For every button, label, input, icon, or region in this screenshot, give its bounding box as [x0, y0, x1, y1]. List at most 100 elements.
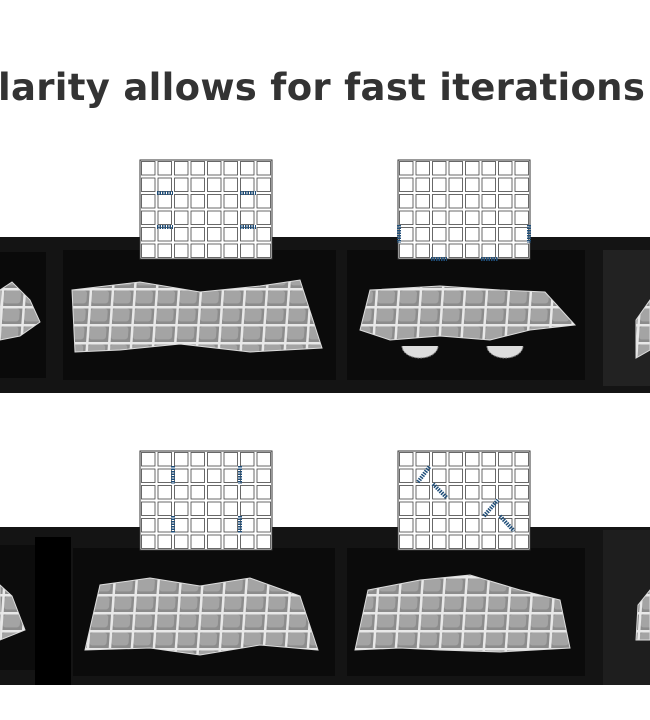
- grid-cell: [223, 485, 238, 500]
- grid-cell: [190, 194, 205, 209]
- grid-cell: [190, 452, 205, 467]
- grid-cell: [190, 534, 205, 549]
- grid-cell: [415, 518, 430, 533]
- grid-cell: [481, 194, 496, 209]
- actuator: [482, 498, 500, 518]
- grid-cell: [240, 501, 255, 516]
- grid-cell: [448, 194, 463, 209]
- actuator-gear: [486, 345, 524, 359]
- grid-cell: [141, 210, 156, 225]
- grid-cell: [415, 227, 430, 242]
- grid-cell: [448, 501, 463, 516]
- grid-cell: [432, 452, 447, 467]
- grid-cell: [174, 501, 189, 516]
- grid-cell: [514, 243, 529, 258]
- grid-cell: [141, 534, 156, 549]
- grid-cell: [481, 534, 496, 549]
- grid-cell: [498, 177, 513, 192]
- fabric-sheet: [84, 577, 319, 656]
- grid-cell: [223, 161, 238, 176]
- grid-cell: [448, 227, 463, 242]
- grid-cell: [174, 161, 189, 176]
- grid-cell: [448, 243, 463, 258]
- grid-cell: [207, 452, 222, 467]
- grid-cell: [240, 452, 255, 467]
- grid-cell: [415, 243, 430, 258]
- grid-cell: [432, 177, 447, 192]
- grid-cell: [223, 243, 238, 258]
- grid-cell: [141, 468, 156, 483]
- grid-cell: [465, 210, 480, 225]
- fabric-sheet: [635, 589, 650, 641]
- grid-cell: [174, 534, 189, 549]
- grid-cell: [415, 452, 430, 467]
- grid-cell: [465, 534, 480, 549]
- grid-cell: [157, 194, 172, 209]
- grid-cell: [141, 452, 156, 467]
- fabric-sheet: [0, 584, 26, 641]
- grid-cell: [174, 194, 189, 209]
- grid-cell: [432, 227, 447, 242]
- grid-cell: [415, 534, 430, 549]
- grid-cell: [432, 161, 447, 176]
- grid-cell: [399, 227, 414, 242]
- grid-cell: [256, 227, 271, 242]
- grid-cell: [514, 210, 529, 225]
- grid-cell: [514, 452, 529, 467]
- grid-cell: [432, 194, 447, 209]
- grid-cell: [399, 210, 414, 225]
- grid-cell: [432, 501, 447, 516]
- grid-cell: [498, 518, 513, 533]
- grid-cell: [481, 243, 496, 258]
- grid-cell: [223, 501, 238, 516]
- grid-cell: [256, 468, 271, 483]
- grid-cell: [514, 177, 529, 192]
- grid-cell: [174, 485, 189, 500]
- grid-cell: [514, 534, 529, 549]
- grid-cell: [399, 177, 414, 192]
- grid-cell: [498, 452, 513, 467]
- grid-cell: [174, 243, 189, 258]
- grid-cell: [399, 194, 414, 209]
- grid-cell: [432, 210, 447, 225]
- grid-cell: [465, 243, 480, 258]
- grid-cell: [240, 194, 255, 209]
- grid-cell: [223, 177, 238, 192]
- grid-cell: [157, 161, 172, 176]
- actuator-gear: [401, 345, 439, 359]
- grid-cell: [190, 210, 205, 225]
- grid-cell: [465, 177, 480, 192]
- grid-cell: [174, 210, 189, 225]
- grid-cell: [514, 501, 529, 516]
- grid-cell: [157, 227, 172, 242]
- grid-cell: [481, 468, 496, 483]
- grid-cell: [481, 485, 496, 500]
- grid-cell: [256, 534, 271, 549]
- actuator: [416, 464, 432, 484]
- grid-cell: [190, 518, 205, 533]
- grid-cell: [399, 243, 414, 258]
- grid-cell: [448, 485, 463, 500]
- grid-cell: [399, 452, 414, 467]
- grid-cell: [481, 210, 496, 225]
- grid-cell: [240, 210, 255, 225]
- grid-cell: [223, 452, 238, 467]
- grid-cell: [157, 210, 172, 225]
- grid-cell: [256, 243, 271, 258]
- grid-cell: [190, 468, 205, 483]
- grid-cell: [240, 177, 255, 192]
- grid-cell: [207, 210, 222, 225]
- grid-cell: [174, 452, 189, 467]
- grid-cell: [157, 177, 172, 192]
- grid-cell: [174, 518, 189, 533]
- grid-cell: [256, 518, 271, 533]
- grid-cell: [223, 210, 238, 225]
- grid-cell: [207, 534, 222, 549]
- grid-cell: [448, 177, 463, 192]
- grid-cell: [207, 227, 222, 242]
- grid-cell: [141, 485, 156, 500]
- grid-cell: [514, 485, 529, 500]
- fabric-sheet: [0, 281, 41, 341]
- grid-cell: [514, 468, 529, 483]
